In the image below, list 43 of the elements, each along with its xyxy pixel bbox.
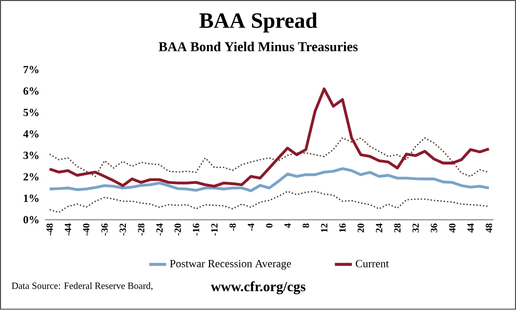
line-series [48,137,490,178]
x-tick-label: 36 [430,224,438,232]
x-tick-label: -28 [138,224,144,236]
x-tick-label: -40 [83,224,90,236]
line-series [48,190,490,214]
x-tick-label: -36 [101,224,108,236]
x-tick-label: 40 [449,224,456,233]
source-note: Data Source: Federal Reserve Board, [12,282,152,290]
x-tick-label: -44 [64,223,72,236]
x-tick-label: 16 [339,224,346,232]
x-tick-label: -24 [156,223,163,236]
legend-label: Current [356,260,389,268]
x-tick-label: 20 [358,224,364,232]
x-tick-label: -8 [229,224,236,231]
x-tick-label: 0 [266,224,272,228]
x-tick-label: -48 [46,224,53,236]
text: www.cfr.org/cgs [210,281,306,294]
y-tick-label: 0% [23,216,38,224]
chart-title: BAA Spread [199,12,318,33]
x-tick-label: 24 [376,223,382,232]
line-series [48,167,490,192]
x-tick-label: 4 [284,223,291,228]
x-tick-label: -32 [120,224,126,236]
x-tick-label: 32 [412,224,419,232]
x-tick-label: 12 [321,224,328,232]
x-tick-label: -16 [192,224,200,236]
y-tick-label: 1% [24,194,38,202]
y-tick-label: 6% [23,87,38,95]
y-tick-label: 7% [24,66,38,74]
x-tick-label: 28 [394,224,401,232]
chart-subtitle: BAA Bond Yield Minus Treasuries [158,42,358,52]
y-tick-label: 4% [23,130,38,138]
y-tick-label: 2% [24,173,38,181]
x-tick-label: 8 [302,224,310,228]
y-tick-label: 5% [24,108,38,116]
x-tick-label: 48 [486,224,492,233]
x-tick-label: -12 [211,224,218,236]
x-tick-label: 44 [467,223,474,233]
y-tick-label: 3% [23,152,38,160]
x-tick-label: -4 [248,224,254,231]
x-tick-label: -20 [174,224,181,236]
legend-label: Postwar Recession Average [170,260,291,270]
line-series [48,88,490,188]
